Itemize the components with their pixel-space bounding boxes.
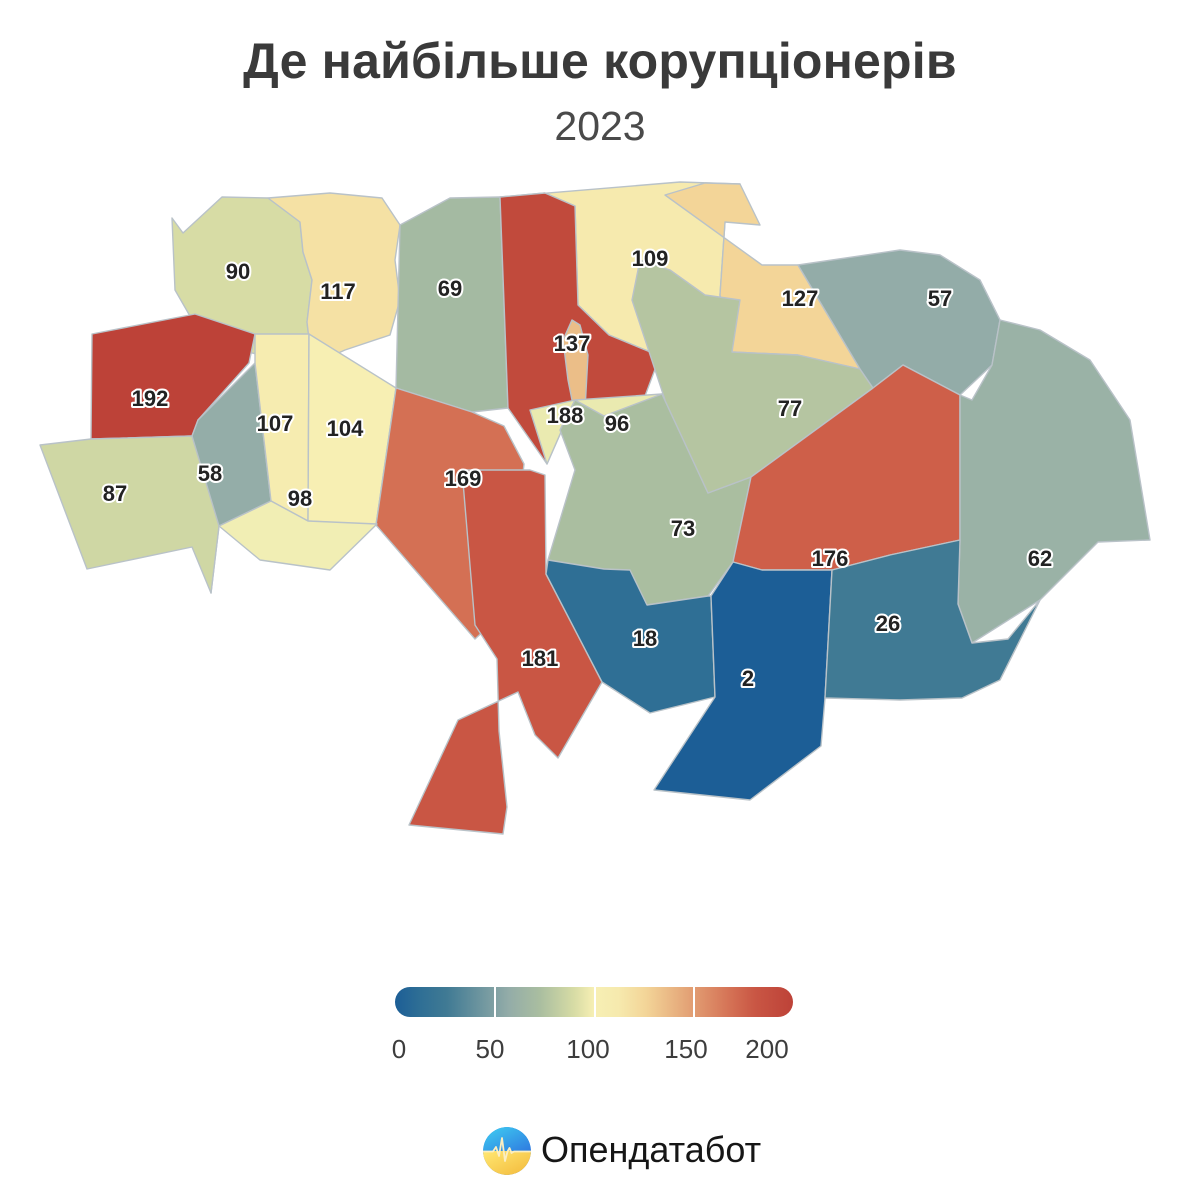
svg-text:169: 169 <box>445 466 482 491</box>
svg-text:69: 69 <box>438 276 462 301</box>
zhytomyr <box>396 197 508 412</box>
svg-text:188: 188 <box>547 403 584 428</box>
svg-text:57: 57 <box>928 286 952 311</box>
svg-text:117: 117 <box>320 279 356 304</box>
svg-text:2: 2 <box>742 666 754 691</box>
svg-text:176: 176 <box>812 546 849 571</box>
svg-text:98: 98 <box>288 486 312 511</box>
svg-text:96: 96 <box>605 411 629 436</box>
svg-text:137: 137 <box>554 331 591 356</box>
svg-text:62: 62 <box>1028 546 1052 571</box>
svg-text:104: 104 <box>327 416 364 441</box>
svg-text:109: 109 <box>632 246 669 271</box>
svg-text:58: 58 <box>198 461 222 486</box>
zakarpattia <box>40 436 219 593</box>
svg-text:192: 192 <box>132 386 169 411</box>
svg-text:26: 26 <box>876 611 900 636</box>
svg-text:181: 181 <box>522 646 559 671</box>
svg-text:87: 87 <box>103 481 127 506</box>
svg-text:107: 107 <box>257 411 294 436</box>
svg-text:18: 18 <box>633 626 657 651</box>
svg-text:73: 73 <box>671 516 695 541</box>
svg-text:77: 77 <box>778 396 802 421</box>
svg-text:127: 127 <box>782 286 819 311</box>
svg-text:90: 90 <box>226 259 250 284</box>
